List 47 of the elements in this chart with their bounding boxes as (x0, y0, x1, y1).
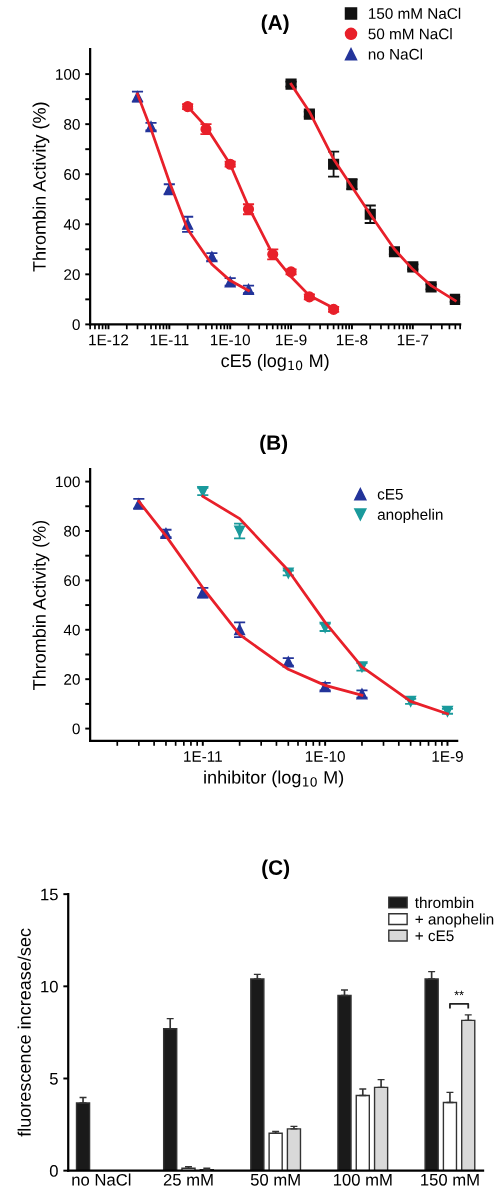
x-tick-label: 1E-7 (397, 334, 429, 346)
legend-label: anophelin (377, 508, 443, 523)
y-tick-label: 100 (56, 68, 80, 80)
x-tick-label: 1E-9 (276, 334, 307, 346)
x-tick-label: 100 mM (333, 1173, 392, 1186)
x-tick-label: 1E-10 (305, 751, 345, 762)
y-tick-label: 5 (49, 1073, 58, 1085)
legend-label: cE5 (377, 488, 403, 500)
x-tick-label: 1E-12 (89, 334, 129, 346)
x-tick-label: 25 mM (163, 1173, 213, 1186)
legend-label: no NaCl (368, 48, 422, 60)
y-axis-title: fluorescence increase/sec (17, 928, 31, 1137)
x-tick-label: 1E-11 (184, 751, 222, 762)
x-axis-title: inhibitor (log$_{10}$ M) (204, 770, 344, 788)
chart-title: (C) (262, 859, 290, 880)
x-tick-label: 1E-10 (210, 334, 250, 346)
legend-label: thrombin (415, 896, 474, 909)
y-axis-title: Thrombin Activity (%) (32, 520, 50, 690)
y-tick-label: 20 (64, 269, 80, 281)
chart-title: (A) (261, 14, 289, 34)
legend-label: 150 mM NaCl (368, 7, 461, 19)
annotation: ** (454, 990, 464, 996)
y-tick-label: 0 (72, 723, 80, 735)
y-tick-label: 10 (41, 980, 58, 993)
chart-title: (B) (260, 434, 288, 455)
x-tick-label: no NaCl (72, 1173, 131, 1186)
x-tick-label: 150 mM (421, 1173, 479, 1186)
y-tick-label: 60 (64, 169, 80, 180)
y-tick-label: 60 (64, 575, 80, 587)
y-tick-label: 80 (64, 525, 80, 537)
y-tick-label: 0 (49, 1165, 58, 1177)
y-tick-label: 80 (64, 119, 80, 130)
x-tick-label: 50 mM (250, 1173, 300, 1186)
legend-label: 50 mM NaCl (368, 28, 452, 40)
y-tick-label: 40 (63, 624, 80, 636)
y-tick-label: 100 (56, 476, 80, 488)
legend-label: + cE5 (415, 930, 454, 942)
y-axis-title: Thrombin Activity (%) (32, 102, 50, 272)
x-tick-label: 1E-8 (336, 334, 368, 346)
y-tick-label: 40 (63, 219, 80, 230)
x-tick-label: 1E-11 (150, 334, 189, 346)
y-tick-label: 0 (72, 319, 80, 331)
legend-label: + anophelin (415, 913, 494, 928)
x-axis-title: cE5 (log$_{10}$ M) (221, 353, 329, 371)
y-tick-label: 20 (64, 674, 80, 685)
y-tick-label: 15 (41, 888, 58, 901)
x-tick-label: 1E-9 (432, 751, 463, 762)
